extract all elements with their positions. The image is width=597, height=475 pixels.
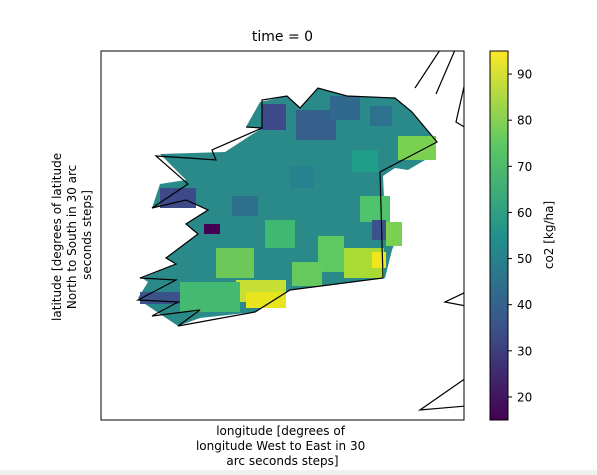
patch [204,224,220,234]
y-axis-label-group: latitude [degrees of latitude North to S… [50,149,94,321]
colorbar-ticks: 20 30 40 50 60 70 80 90 [508,68,532,404]
chart-title: time = 0 [252,29,313,45]
y-axis-label-line: latitude [degrees of latitude [50,153,64,321]
colorbar-label-group: co2 [kg/ha] [542,201,556,269]
patch [290,166,314,188]
ireland-outline [135,87,438,327]
colorbar-tick-label: 30 [517,344,532,358]
patch [160,188,196,208]
patch [262,104,286,130]
x-axis-label-line: longitude [degrees of [216,424,346,438]
patch [360,196,390,222]
y-axis-label: latitude [degrees of latitude North to S… [50,149,94,321]
window-bottom-strip [0,470,597,475]
colorbar-tick-label: 80 [517,114,532,128]
y-axis-label-line: seconds steps] [80,190,94,280]
colorbar-label: co2 [kg/ha] [542,201,556,269]
patch [372,252,386,268]
britain-outline [417,378,464,411]
britain-outline [443,292,464,307]
britain-outline [414,51,456,95]
x-axis-label-line: longitude West to East in 30 [196,439,365,453]
x-axis-label-line: arc seconds steps] [226,454,338,468]
patch [292,262,322,286]
patch [216,248,254,278]
colorbar [489,50,509,421]
patch [352,150,378,172]
patch [296,110,336,140]
britain-outline [455,84,464,128]
colorbar-tick-label: 90 [517,68,532,82]
colorbar-tick-label: 20 [517,390,532,404]
colorbar-tick-label: 50 [517,252,532,266]
patch [330,96,360,120]
patch [386,222,402,246]
plot-frame [100,50,465,421]
x-axis-label: longitude [degrees of longitude West to … [196,424,369,468]
patch [265,220,295,248]
patch [180,282,240,312]
patch [246,292,286,308]
colorbar-tick-label: 60 [517,206,532,220]
colorbar-tick-label: 40 [517,298,532,312]
patch [372,220,386,240]
y-axis-label-line: North to South in 30 arc [65,165,79,309]
patch [398,136,436,160]
patch [232,196,258,216]
heatmap-area [138,88,437,326]
outline-lines [135,51,464,411]
patch [318,236,344,272]
colorbar-tick-label: 70 [517,160,532,174]
patch [370,106,392,126]
